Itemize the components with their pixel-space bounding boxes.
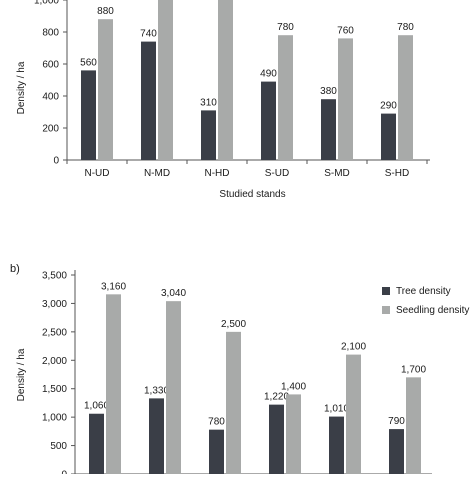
x-tick-label: N-HD [205, 168, 230, 179]
bar-tree-4 [321, 99, 336, 160]
data-label-tree-2: 310 [200, 97, 217, 108]
y-tick-label: 1,000 [34, 0, 59, 7]
legend-label-tree: Tree density [396, 286, 451, 297]
bar-seedling-5 [406, 377, 421, 474]
x-tick-label: N-MD [144, 168, 170, 179]
data-label-seedling-3: 780 [277, 22, 294, 33]
bar-seedling-4 [338, 38, 353, 160]
data-label-tree-0: 1,060 [84, 401, 109, 412]
bar-tree-3 [269, 404, 284, 474]
data-label-seedling-5: 780 [397, 22, 414, 33]
bar-tree-2 [209, 429, 224, 474]
data-label-tree-0: 560 [80, 57, 97, 68]
bar-tree-3 [261, 81, 276, 160]
data-label-tree-1: 740 [140, 29, 157, 40]
data-label-seedling-3: 1,400 [281, 381, 306, 392]
legend-swatch-seedling [382, 306, 390, 314]
x-tick-label: S-MD [324, 168, 350, 179]
data-label-seedling-0: 880 [97, 6, 114, 17]
bar-seedling-2 [226, 331, 241, 474]
x-axis-title: Studied stands [219, 189, 285, 200]
bar-seedling-5 [398, 35, 413, 161]
y-tick-label: 0 [53, 156, 59, 167]
bar-seedling-3 [278, 35, 293, 161]
data-label-tree-4: 380 [320, 86, 337, 97]
y-tick-label: 800 [42, 28, 59, 39]
y-tick-label: 0 [61, 470, 67, 475]
data-label-tree-3: 490 [260, 69, 277, 80]
bar-tree-0 [89, 413, 104, 474]
bar-seedling-0 [98, 19, 113, 161]
bar-seedling-0 [106, 294, 121, 474]
y-tick-label: 1,000 [42, 413, 67, 424]
legend-label-seedling: Seedling density [396, 305, 469, 316]
y-tick-label: 400 [42, 92, 59, 103]
bar-tree-2 [201, 110, 216, 160]
legend-swatch-tree [382, 287, 390, 295]
x-tick-label: S-HD [385, 168, 409, 179]
panel-label: b) [10, 263, 20, 275]
data-label-seedling-5: 1,700 [401, 364, 426, 375]
bar-tree-5 [389, 429, 404, 474]
bar-seedling-1 [158, 0, 173, 160]
y-tick-label: 500 [50, 441, 67, 452]
bar-seedling-1 [166, 301, 181, 474]
x-tick-label: S-UD [265, 168, 289, 179]
y-tick-label: 3,500 [42, 271, 67, 282]
data-label-seedling-2: 2,500 [221, 319, 246, 330]
y-tick-label: 2,000 [42, 356, 67, 367]
data-label-tree-2: 780 [208, 417, 225, 428]
data-label-tree-1: 1,330 [144, 385, 169, 396]
x-tick-label: N-UD [85, 168, 110, 179]
data-label-seedling-4: 2,100 [341, 342, 366, 353]
data-label-seedling-4: 760 [337, 25, 354, 36]
bar-tree-1 [141, 41, 156, 160]
data-label-tree-4: 1,010 [324, 404, 349, 415]
bar-tree-1 [149, 398, 164, 474]
bar-tree-4 [329, 416, 344, 474]
y-axis-title: Density / ha [16, 61, 27, 114]
data-label-seedling-1: 3,040 [161, 288, 186, 299]
bar-tree-5 [381, 113, 396, 160]
data-label-tree-5: 290 [380, 101, 397, 112]
bar-seedling-3 [286, 394, 301, 474]
data-label-tree-3: 1,220 [264, 392, 289, 403]
data-label-tree-5: 790 [388, 416, 405, 427]
y-tick-label: 3,000 [42, 299, 67, 310]
y-tick-label: 200 [42, 124, 59, 135]
data-label-seedling-0: 3,160 [101, 281, 126, 292]
y-tick-label: 2,500 [42, 327, 67, 338]
y-tick-label: 600 [42, 60, 59, 71]
bar-seedling-2 [218, 0, 233, 160]
y-tick-label: 1,500 [42, 384, 67, 395]
y-axis-title: Density / ha [16, 348, 27, 401]
bar-tree-0 [81, 70, 96, 160]
bar-seedling-4 [346, 354, 361, 474]
